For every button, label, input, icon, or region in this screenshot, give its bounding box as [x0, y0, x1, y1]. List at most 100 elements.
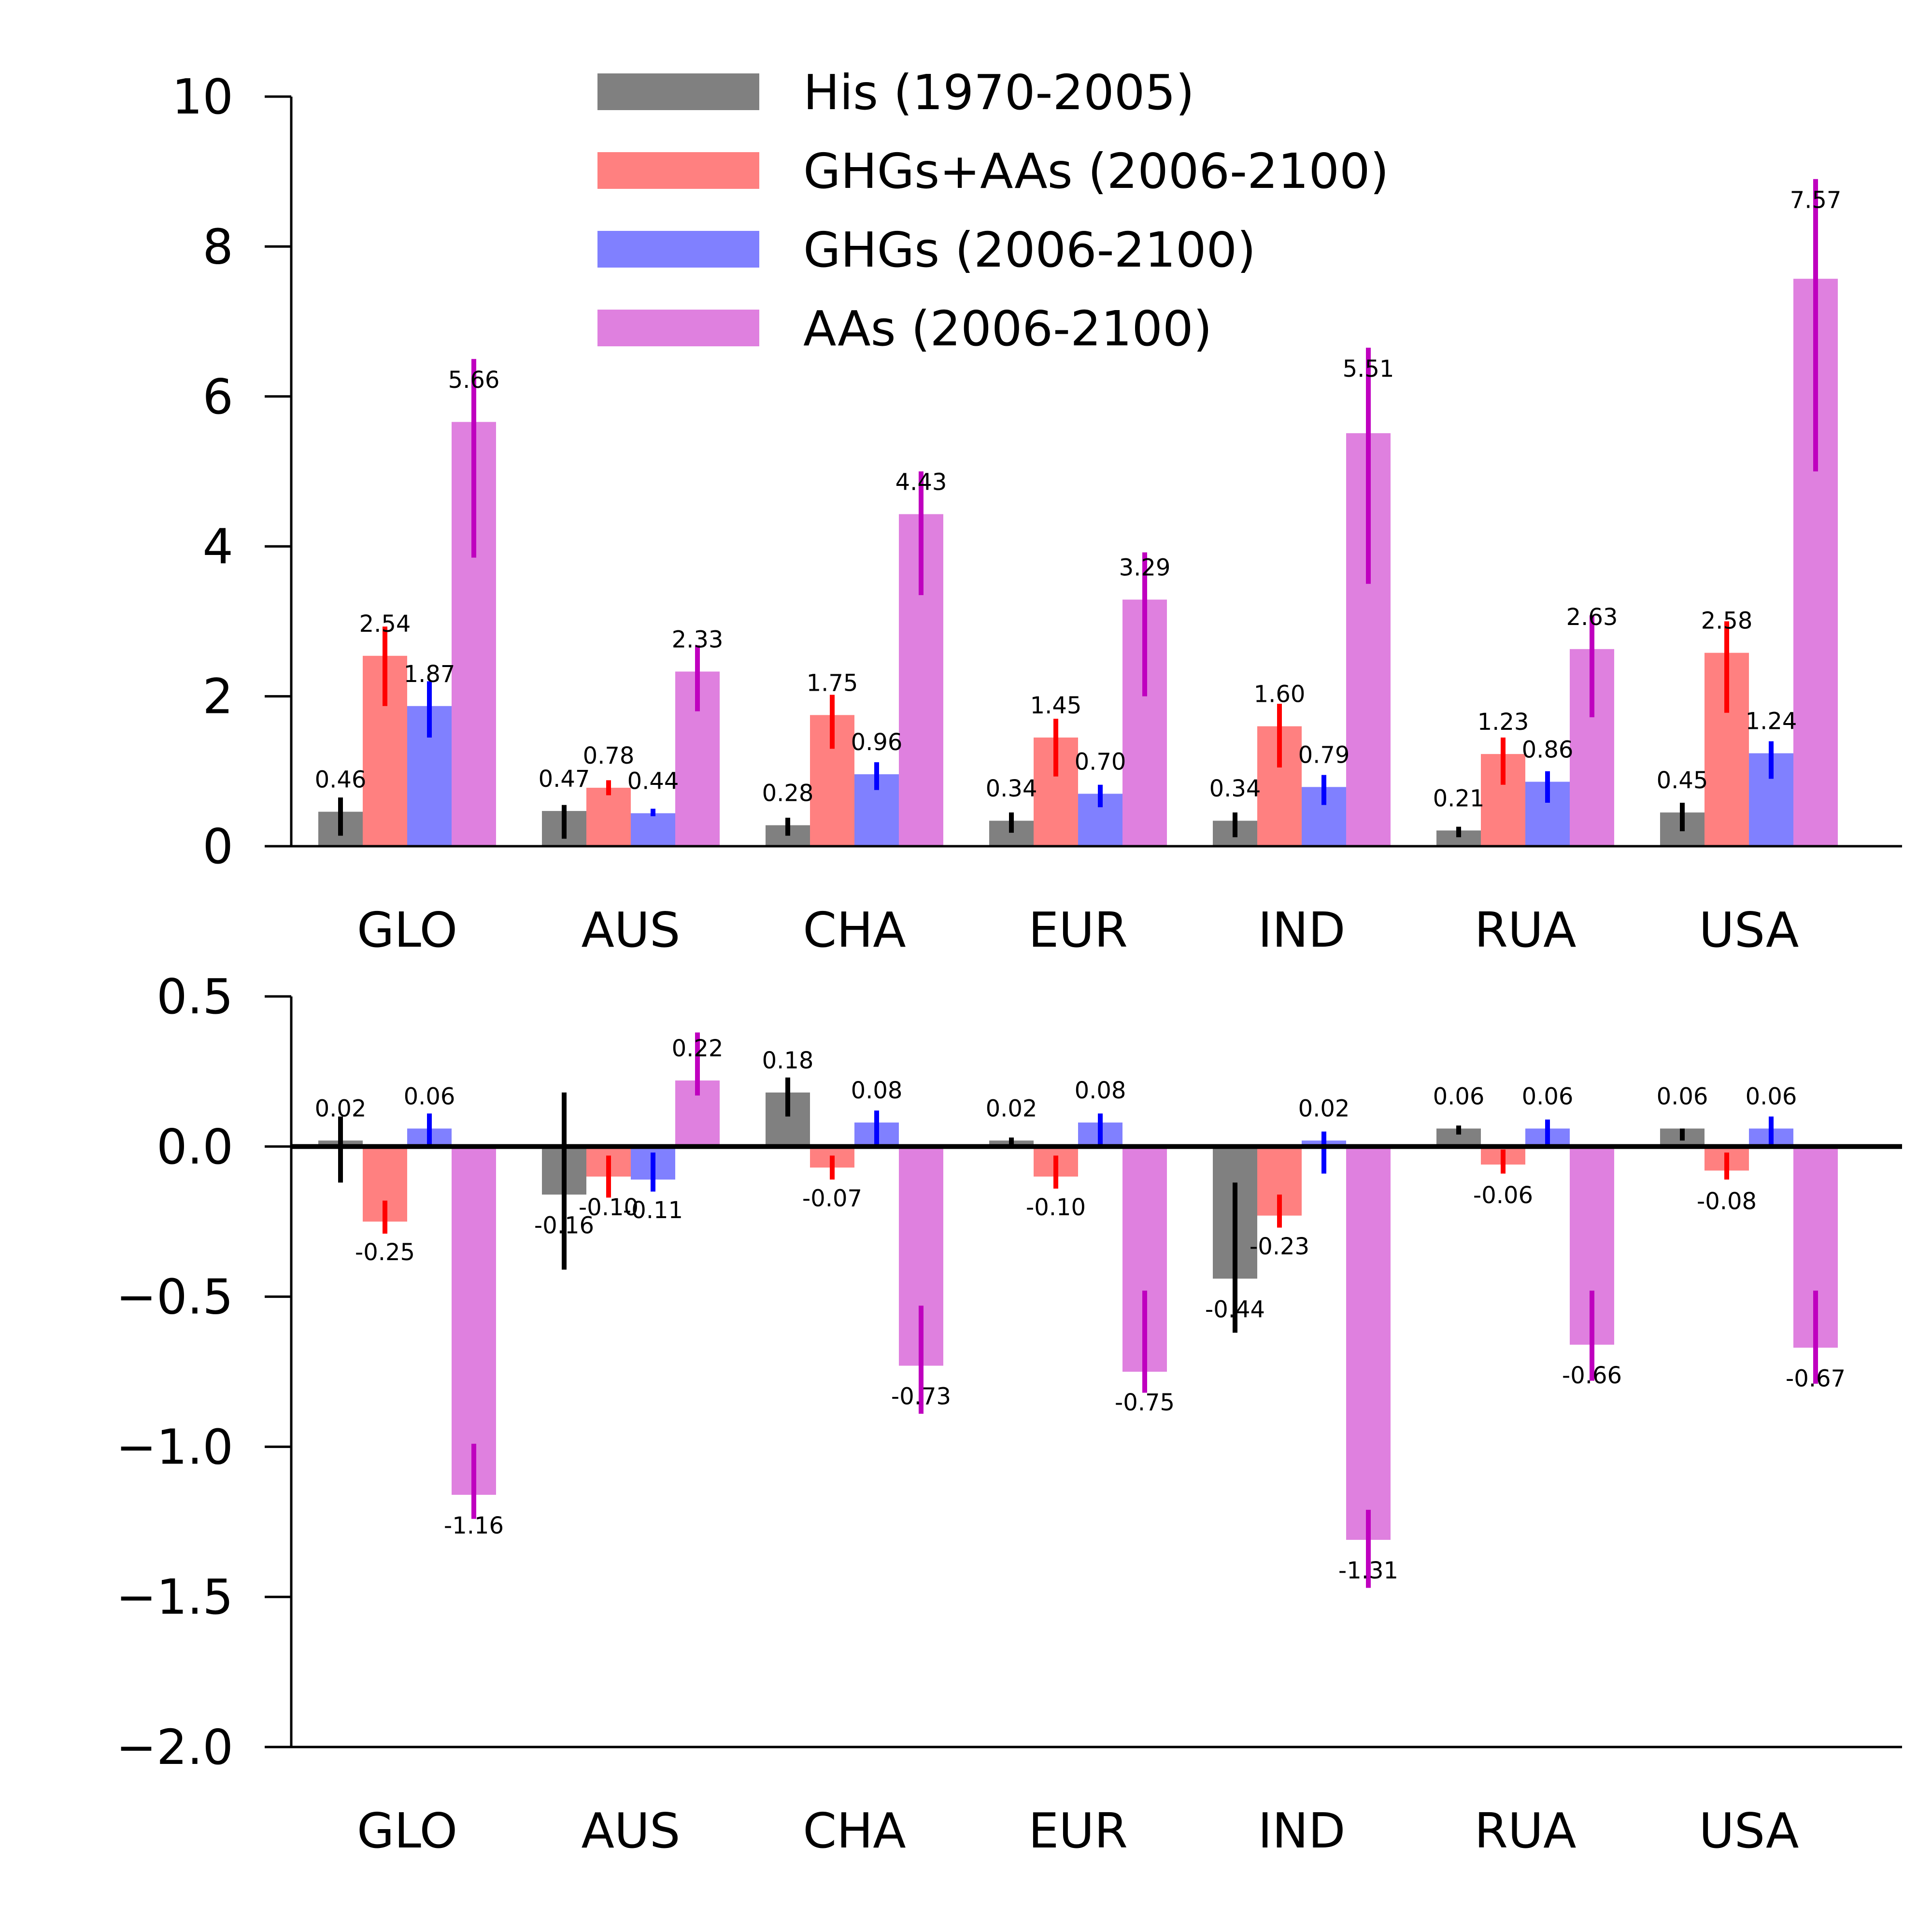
- top-error-bars: [338, 179, 1818, 839]
- category-label-eur: EUR: [1028, 1803, 1128, 1859]
- category-label-rua: RUA: [1474, 902, 1576, 958]
- y-tick-label: −1.0: [116, 1419, 233, 1475]
- category-label-ind: IND: [1258, 1803, 1345, 1859]
- value-label: 0.06: [1433, 1083, 1485, 1110]
- category-label-cha: CHA: [803, 1803, 906, 1859]
- value-label: 1.45: [1030, 692, 1082, 719]
- legend-label: AAs (2006-2100): [803, 300, 1212, 357]
- category-label-glo: GLO: [357, 902, 457, 958]
- value-label: 0.06: [1746, 1083, 1797, 1110]
- value-label: 0.46: [315, 767, 367, 794]
- y-tick-label: −1.5: [116, 1569, 233, 1625]
- value-label: 0.70: [1075, 748, 1126, 775]
- bottom-axes: 0.5 0.0 −0.5 −1.0 −1.5 −2.0: [116, 968, 1902, 1776]
- value-label: 0.34: [1209, 775, 1261, 802]
- value-label: 0.02: [315, 1095, 367, 1122]
- value-label: -0.10: [1026, 1194, 1086, 1221]
- y-tick-label: 4: [202, 518, 233, 575]
- category-label-usa: USA: [1699, 1803, 1799, 1859]
- value-label: 2.54: [359, 611, 411, 638]
- legend-label: His (1970-2005): [803, 64, 1194, 121]
- value-label: -0.06: [1473, 1182, 1533, 1209]
- legend-label: GHGs (2006-2100): [803, 222, 1256, 278]
- category-label-cha: CHA: [803, 902, 906, 958]
- value-label: 0.21: [1433, 785, 1485, 812]
- top-axes: 0 2 4 6 8 10: [172, 69, 1902, 875]
- category-label-aus: AUS: [581, 902, 680, 958]
- top-value-labels: 0.46 0.47 0.28 0.34 0.34 0.21 0.45 2.54 0.78 1.75…: [315, 187, 1842, 812]
- value-label: 0.06: [1657, 1083, 1708, 1110]
- value-label: 5.51: [1343, 355, 1394, 383]
- value-label: 0.02: [986, 1095, 1037, 1122]
- bottom-value-labels: 0.02 -0.16 0.18 0.02 -0.44 0.06 0.06 -0.25 -0.10…: [315, 1035, 1846, 1584]
- category-label-rua: RUA: [1474, 1803, 1576, 1859]
- value-label: 0.78: [583, 742, 635, 769]
- y-tick-label: 0.5: [156, 968, 233, 1025]
- legend-swatch: [597, 231, 759, 268]
- value-label: 2.58: [1701, 608, 1753, 635]
- value-label: 0.45: [1657, 767, 1708, 794]
- bar-aus-s2: [631, 813, 675, 846]
- y-tick-label: 0: [202, 818, 233, 875]
- value-label: -0.08: [1697, 1188, 1757, 1215]
- legend-swatch: [597, 310, 759, 346]
- value-label: 1.75: [807, 669, 858, 696]
- value-label: 1.24: [1746, 708, 1797, 735]
- category-label-ind: IND: [1258, 902, 1345, 958]
- value-label: -0.16: [534, 1212, 594, 1239]
- value-label: 2.63: [1566, 604, 1618, 631]
- y-tick-label: 0.0: [156, 1119, 233, 1175]
- category-label-usa: USA: [1699, 902, 1799, 958]
- value-label: -1.16: [444, 1512, 504, 1539]
- bar-aus-s1: [586, 787, 631, 846]
- y-tick-label: −2.0: [116, 1719, 233, 1776]
- value-label: 0.28: [762, 780, 814, 807]
- value-label: -0.07: [802, 1185, 862, 1212]
- value-label: -0.25: [355, 1239, 415, 1266]
- value-label: -0.73: [891, 1383, 951, 1410]
- bottom-panel: 0.02 -0.16 0.18 0.02 -0.44 0.06 0.06 -0.25 -0.10…: [116, 968, 1902, 1859]
- y-tick-label: −0.5: [116, 1269, 233, 1325]
- value-label: -0.66: [1562, 1362, 1622, 1389]
- top-panel: 0.46 0.47 0.28 0.34 0.34 0.21 0.45 2.54 0.78 1.75…: [172, 69, 1902, 958]
- category-label-eur: EUR: [1028, 902, 1128, 958]
- value-label: 0.44: [627, 768, 679, 795]
- value-label: 0.86: [1522, 737, 1574, 764]
- value-label: 1.23: [1477, 709, 1529, 736]
- value-label: 0.34: [986, 775, 1037, 802]
- legend-swatch: [597, 73, 759, 110]
- bar-glo-s3: [452, 1146, 496, 1495]
- value-label: -1.31: [1338, 1557, 1398, 1584]
- legend-label: GHGs+AAs (2006-2100): [803, 143, 1389, 199]
- category-label-aus: AUS: [581, 1803, 680, 1859]
- value-label: 7.57: [1790, 187, 1842, 214]
- value-label: 0.08: [851, 1077, 903, 1104]
- value-label: 2.33: [672, 626, 724, 653]
- value-label: -0.75: [1115, 1389, 1175, 1416]
- value-label: 5.66: [448, 367, 500, 394]
- legend: His (1970-2005) GHGs+AAs (2006-2100) GHGs …: [597, 64, 1389, 357]
- y-tick-label: 6: [202, 369, 233, 425]
- value-label: 0.06: [404, 1083, 455, 1110]
- value-label: 0.18: [762, 1047, 814, 1074]
- value-label: 4.43: [895, 469, 947, 496]
- top-category-labels: GLO AUS CHA EUR IND RUA USA: [357, 902, 1799, 958]
- value-label: -0.11: [623, 1197, 683, 1224]
- value-label: 0.02: [1298, 1095, 1350, 1122]
- y-tick-label: 10: [172, 69, 233, 125]
- legend-swatch: [597, 152, 759, 189]
- value-label: 3.29: [1119, 554, 1171, 581]
- y-tick-label: 8: [202, 218, 233, 275]
- value-label: -0.10: [579, 1194, 639, 1221]
- bottom-bars: [318, 1080, 1838, 1540]
- value-label: 0.79: [1298, 741, 1350, 768]
- bottom-error-bars: [338, 1032, 1818, 1588]
- y-tick-label: 2: [202, 668, 233, 725]
- value-label: -0.67: [1786, 1365, 1846, 1392]
- value-label: 0.08: [1075, 1077, 1126, 1104]
- value-label: 0.96: [851, 729, 903, 756]
- value-label: 1.87: [404, 661, 455, 688]
- bar-ind-s3: [1346, 1146, 1391, 1540]
